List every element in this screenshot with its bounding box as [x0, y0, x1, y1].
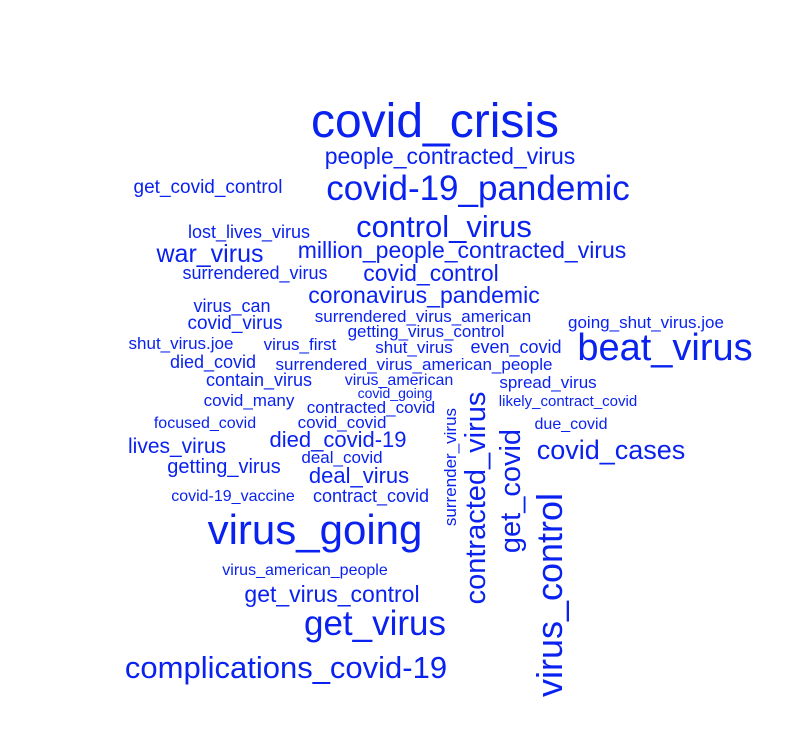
word-get-covid: get_covid [495, 429, 527, 553]
word-surrendered-virus-american: surrendered_virus_american [315, 307, 531, 326]
word-covid-19-pandemic: covid-19_pandemic [326, 169, 630, 208]
word-shut-virus-joe: shut_virus.joe [129, 334, 234, 353]
word-due-covid: due_covid [535, 416, 608, 433]
word-even-covid: even_covid [470, 337, 561, 358]
word-lost-lives-virus: lost_lives_virus [188, 222, 310, 243]
word-deal-virus: deal_virus [309, 463, 409, 488]
word-getting-virus-control: getting_virus_control [348, 322, 505, 341]
word-covid-cases: covid_cases [537, 435, 686, 465]
word-virus-going: virus_going [208, 506, 423, 553]
word-getting-virus: getting_virus [167, 456, 280, 478]
word-died-covid-19: died_covid-19 [270, 427, 407, 452]
word-get-covid-control: get_covid_control [134, 177, 283, 198]
word-virus-control: virus_control [529, 493, 570, 697]
word-focused-covid: focused_covid [154, 415, 256, 432]
word-surrendered-virus-american-people: surrendered_virus_american_people [276, 355, 553, 374]
word-million-people-contracted-virus: million_people_contracted_virus [298, 237, 627, 263]
word-covid-control: covid_control [363, 260, 499, 286]
word-virus-can: virus_can [193, 296, 270, 317]
word-people-contracted-virus: people_contracted_virus [325, 143, 576, 169]
word-spread-virus: spread_virus [499, 373, 596, 392]
word-surrender-virus: surrender_virus [441, 408, 460, 526]
word-deal-covid: deal_covid [301, 448, 382, 467]
word-contain-virus: contain_virus [206, 370, 312, 391]
word-beat-virus: beat_virus [577, 327, 752, 369]
word-covid-covid: covid_covid [298, 413, 387, 432]
word-contracted-virus: contracted_virus [460, 392, 492, 605]
word-coronavirus-pandemic: coronavirus_pandemic [308, 282, 539, 308]
word-contracted-covid: contracted_covid [307, 398, 436, 417]
word-covid-19-vaccine: covid-19_vaccine [171, 488, 295, 505]
word-died-covid: died_covid [170, 352, 256, 373]
word-covid-many: covid_many [204, 391, 295, 410]
word-virus-american-people: virus_american_people [222, 562, 388, 579]
word-covid-crisis: covid_crisis [311, 95, 559, 148]
word-going-shut-virus-joe: going_shut_virus.joe [568, 313, 724, 332]
word-surrendered-virus: surrendered_virus [182, 263, 327, 284]
word-war-virus: war_virus [156, 240, 264, 268]
word-shut-virus: shut_virus [375, 338, 452, 357]
word-virus-first: virus_first [264, 335, 337, 354]
word-contract-covid: contract_covid [313, 486, 429, 507]
word-lives-virus: lives_virus [128, 435, 226, 458]
word-get-virus: get_virus [304, 604, 446, 643]
word-covid-going: covid_going [358, 385, 433, 401]
word-get-virus-control: get_virus_control [244, 581, 419, 607]
word-control-virus: control_virus [356, 209, 532, 244]
word-likely-contract-covid: likely_contract_covid [499, 393, 637, 410]
word-complications-covid-19: complications_covid-19 [125, 650, 447, 685]
word-covid-virus: covid_virus [187, 313, 282, 334]
word-virus-american: virus_american [345, 372, 453, 389]
